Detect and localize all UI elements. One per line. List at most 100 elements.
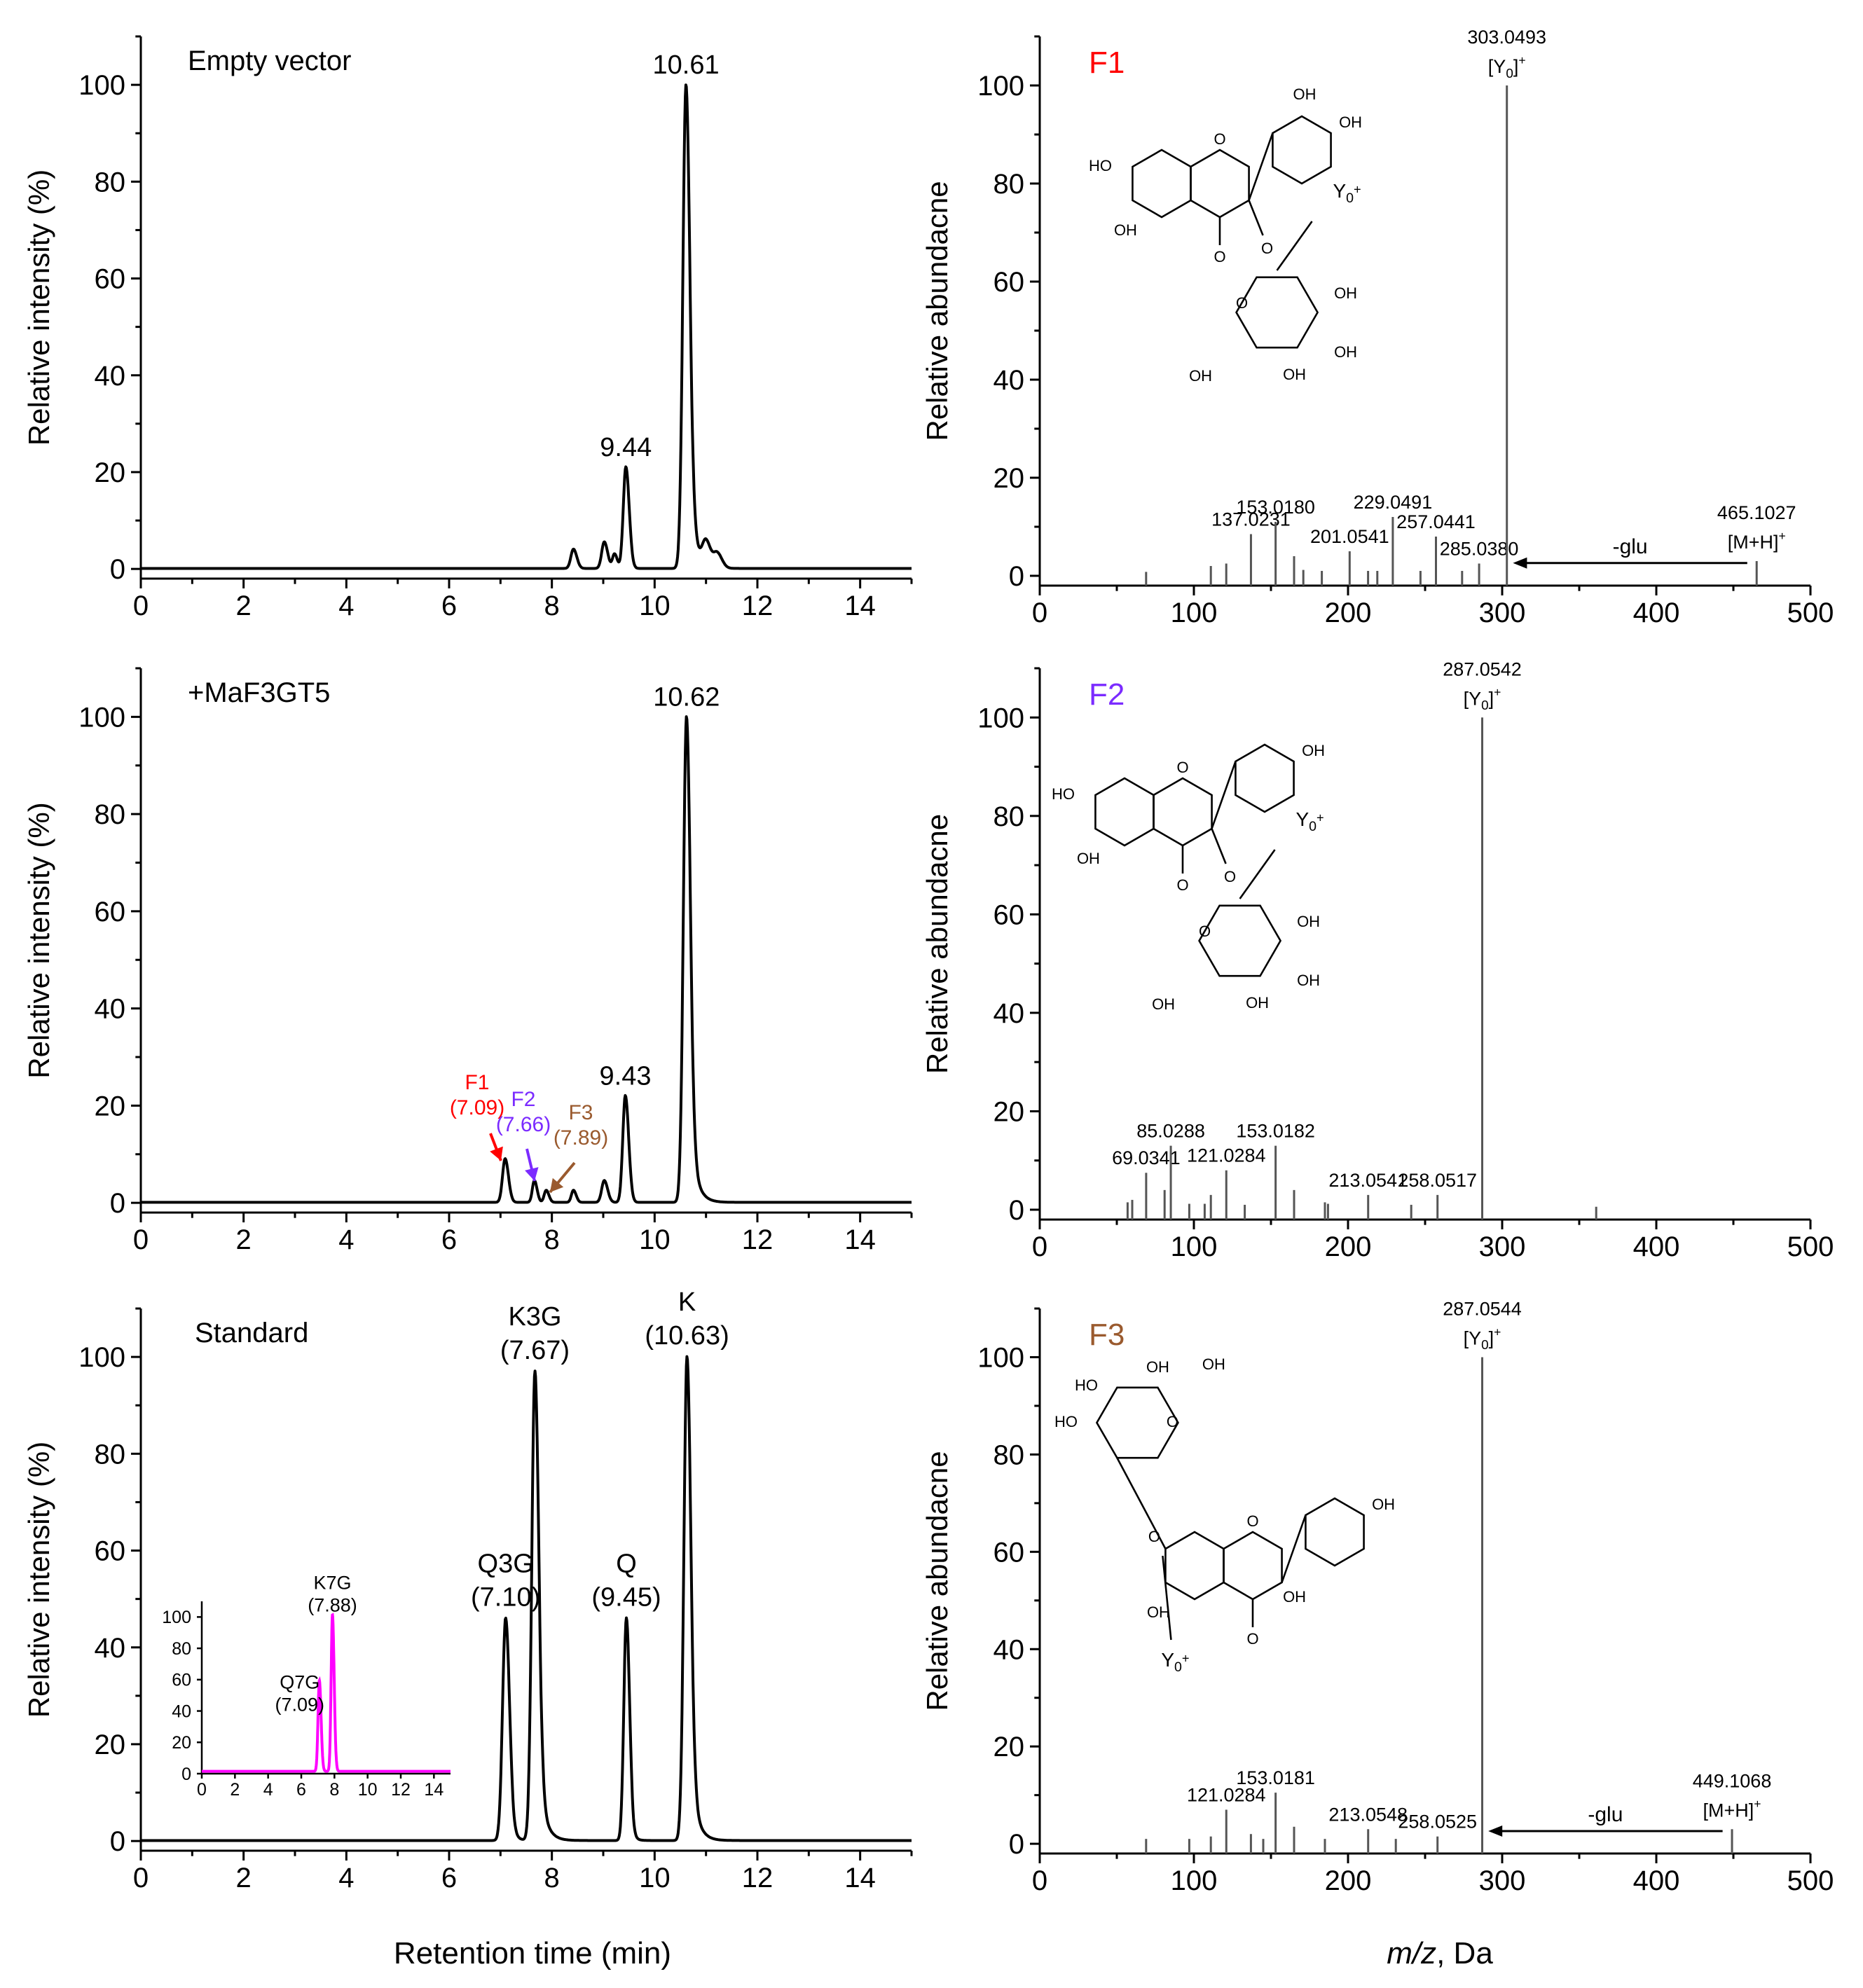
ms_f3-peak-ion-label-rest: ] xyxy=(1489,1327,1494,1348)
ms_f2-peak-label: 287.0542 xyxy=(1443,658,1522,679)
chrom_standard-inset-x-tick-label: 0 xyxy=(197,1780,207,1800)
ms_f2-peak-ion-label-subscript: 0 xyxy=(1481,698,1489,713)
ms_f1-cleavage-line xyxy=(1276,221,1313,271)
ms_f1-pyranone-ring xyxy=(1190,149,1250,219)
ms_f3-ring-o: O xyxy=(1246,1512,1258,1530)
ms_f3-glucose-ring xyxy=(1095,1386,1179,1459)
ms_f2-y-axis-label: Relative abundacne xyxy=(921,814,954,1074)
ms_f2-fragment-label-superscript: + xyxy=(1317,810,1324,824)
ms_f2-y-tick-label: 40 xyxy=(994,998,1025,1029)
chrom_empty-panel-label: Empty vector xyxy=(188,46,351,76)
ms_f1-y-tick-label: 20 xyxy=(994,463,1025,494)
ms_f2-y-tick-label: 20 xyxy=(994,1096,1025,1127)
ms_f3-x-tick-label: 300 xyxy=(1479,1865,1526,1896)
chrom_maf3gt5-x-tick-label: 6 xyxy=(441,1224,457,1255)
chrom_maf3gt5-panel-label: +MaF3GT5 xyxy=(188,677,330,708)
ms_f2-x-tick-label: 100 xyxy=(1171,1231,1218,1262)
ms_f1-loss-label: -glu xyxy=(1613,535,1648,558)
ms_f3-y-tick-label: 80 xyxy=(994,1440,1025,1470)
ms_f3-bond xyxy=(1281,1514,1307,1583)
ms_f1-glucose-oh2: OH xyxy=(1334,343,1357,361)
ms_f1-glucose-ring xyxy=(1235,276,1319,349)
ms_f1-peak-label: 303.0493 xyxy=(1467,27,1546,48)
chrom_maf3gt5-annotation-f1-arrow-head xyxy=(490,1146,503,1161)
ms_f3-glyco-o: O xyxy=(1148,1528,1160,1545)
ms_f3-peak-label: 213.0548 xyxy=(1328,1804,1408,1825)
ms_f3-peak-ion-label-superscript: + xyxy=(1754,1797,1761,1811)
ms_f2-glucose-o: O xyxy=(1199,923,1211,940)
ms_f2-glucose-oh1: OH xyxy=(1297,913,1320,930)
chrom_standard-inset-y-tick-label: 20 xyxy=(172,1733,191,1753)
chrom_standard-inset-peak-label: Q7G xyxy=(280,1671,319,1692)
chrom_standard-x-tick-label: 12 xyxy=(742,1863,774,1893)
ms_f3-y-tick-label: 60 xyxy=(994,1537,1025,1568)
ms_f1-peak-ion-label-subscript: 0 xyxy=(1506,67,1513,81)
ms_f1-fragment-label-superscript: + xyxy=(1354,182,1361,196)
ms_f1-peak-ion-label-base: [M+H] xyxy=(1728,532,1779,553)
ms_f2-peak-label: 69.0341 xyxy=(1112,1147,1181,1168)
ms_f1-y-tick-label: 60 xyxy=(994,267,1025,298)
ms_f3-glucose-oh4: OH xyxy=(1202,1355,1225,1373)
ms_f3-x-tick-label: 500 xyxy=(1787,1865,1834,1896)
ms_f1-peak-label: 465.1027 xyxy=(1717,502,1796,523)
chrom_maf3gt5-y-tick-label: 100 xyxy=(78,702,125,733)
chrom_empty-x-tick-label: 10 xyxy=(639,591,671,621)
chrom_maf3gt5-panel: 0 2 4 6 8 10 12 14 0 20 40 60 80 100 Relative intensit… xyxy=(22,667,913,1255)
ms_f1-fragment-label-base: Y xyxy=(1333,180,1346,202)
ms_f1-glucose-o: O xyxy=(1236,294,1248,312)
chrom_standard-x-tick-label: 2 xyxy=(236,1863,252,1893)
x-axis-label-retention-time: Retention time (min) xyxy=(394,1936,671,1970)
chrom_standard-inset-x-tick-label: 12 xyxy=(391,1780,411,1800)
ms_f1-b-ring xyxy=(1272,115,1332,185)
ms_f2-pyranone-ring xyxy=(1153,777,1213,847)
ms_f3-oh-3: OH xyxy=(1283,1588,1306,1606)
chrom_empty-x-tick-label: 14 xyxy=(844,591,876,621)
ms_f1-y-axis-label: Relative abundacne xyxy=(921,181,954,441)
chrom_standard-x-tick-label: 14 xyxy=(844,1863,876,1893)
ms_f1-fragment-label: Y0+ xyxy=(1333,180,1361,206)
chrom_standard-inset-peak-rt-label: (7.88) xyxy=(308,1594,357,1615)
x-axis-label-mz-italic: m/z xyxy=(1387,1936,1436,1970)
chrom_empty-x-tick-label: 12 xyxy=(742,591,774,621)
ms_f2-peak-label: 153.0182 xyxy=(1236,1121,1315,1142)
chrom_empty-y-tick-label: 20 xyxy=(95,457,126,488)
chrom_standard-inset-x-tick-label: 6 xyxy=(296,1780,306,1800)
ms_f2-carbonyl-o: O xyxy=(1176,876,1188,894)
chrom_standard-inset-y-tick-label: 100 xyxy=(162,1608,191,1627)
ms_f3-peak-label: 449.1068 xyxy=(1693,1770,1772,1791)
chrom_standard-peak-label: Q3G xyxy=(478,1549,534,1578)
ms_f2-y-tick-label: 80 xyxy=(994,801,1025,832)
chrom_maf3gt5-trace xyxy=(139,715,913,1204)
ms_f3-peak-ion-label: [M+H]+ xyxy=(1703,1797,1761,1821)
chrom_maf3gt5-x-tick-label: 14 xyxy=(844,1224,876,1255)
chrom_maf3gt5-x-tick-label: 2 xyxy=(236,1224,252,1255)
ms_f2-b-ring xyxy=(1235,743,1295,813)
ms_f2-peak-ion-label-base: [Y xyxy=(1464,688,1482,709)
ms_f3-panel: 0 100 200 300 400 500 0 20 40 60 80 100 Relative abu… xyxy=(921,1298,1834,1896)
chrom_empty-y-tick-label: 0 xyxy=(110,554,125,585)
chrom_empty-y-tick-label: 80 xyxy=(95,167,126,198)
chrom_standard-inset-y-tick-label: 40 xyxy=(172,1701,191,1721)
ms_f1-peak-ion-label-rest: ] xyxy=(1513,56,1519,77)
chrom_maf3gt5-x-tick-label: 12 xyxy=(742,1224,774,1255)
ms_f3-peak-label: 153.0181 xyxy=(1236,1767,1315,1788)
ms_f2-y-tick-label: 0 xyxy=(1009,1195,1024,1226)
ms_f2-glucose-ring xyxy=(1198,904,1282,977)
ms_f3-oh-5: OH xyxy=(1147,1603,1170,1621)
ms_f1-glucose-oh1: OH xyxy=(1334,284,1357,302)
ms_f2-glucose-oh3: OH xyxy=(1246,994,1269,1012)
chrom_standard-inset-x-tick-label: 4 xyxy=(263,1780,273,1800)
ms_f1-carbonyl-o: O xyxy=(1214,248,1225,265)
chrom_empty-trace xyxy=(139,83,913,570)
ms_f3-fragment-label: Y0+ xyxy=(1161,1649,1189,1675)
chrom_maf3gt5-y-tick-label: 20 xyxy=(95,1091,126,1121)
chrom_standard-y-tick-label: 40 xyxy=(95,1633,126,1664)
ms_f3-peak-ion-label-base: [M+H] xyxy=(1703,1800,1754,1821)
ms_f3-fragment-label-base: Y xyxy=(1161,1649,1174,1671)
ms_f1-peak-label: 285.0380 xyxy=(1440,539,1519,560)
chrom_standard-x-tick-label: 6 xyxy=(441,1863,457,1893)
ms_f3-glyco-bond xyxy=(1116,1457,1167,1549)
ms_f2-glyco-o: O xyxy=(1224,868,1236,885)
chrom_maf3gt5-annotation-f3-rt: (7.89) xyxy=(554,1126,608,1150)
